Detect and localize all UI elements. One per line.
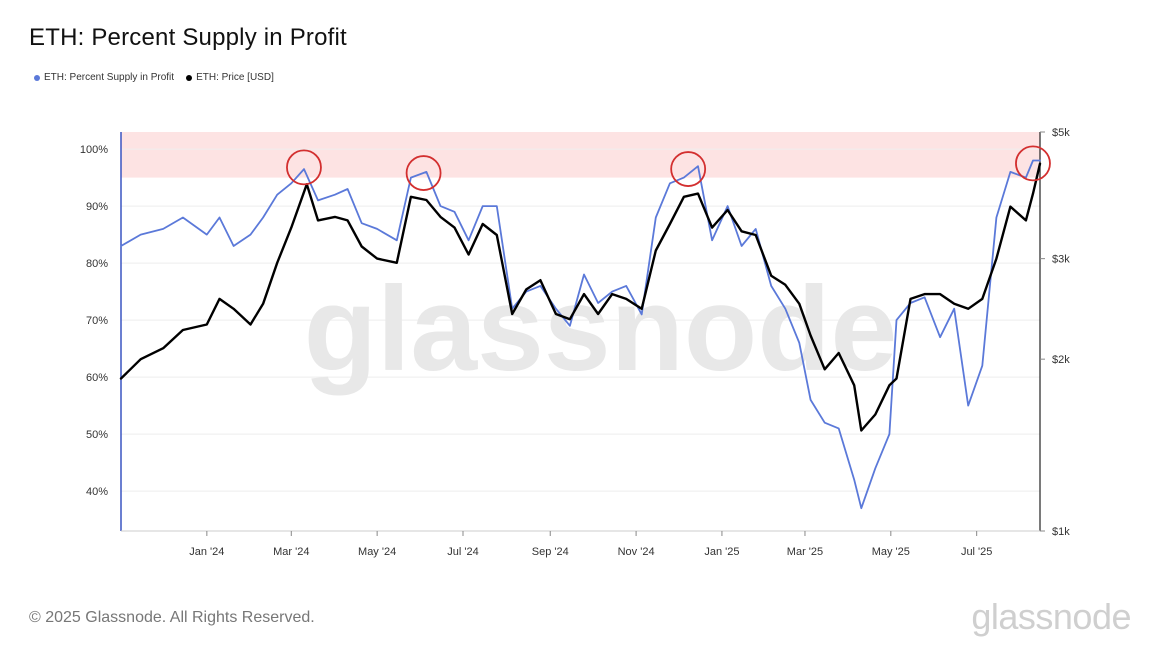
- legend-label-supply: ETH: Percent Supply in Profit: [44, 72, 175, 83]
- x-tick-label: Jan '24: [189, 546, 224, 558]
- brand-logo: glassnode: [971, 596, 1131, 637]
- series-line-price: [119, 162, 1042, 432]
- highlight-band: [121, 132, 1040, 178]
- watermark: glassnode: [304, 262, 898, 396]
- y-left-tick-label: 60%: [86, 372, 108, 384]
- y-right-tick-label: $1k: [1052, 526, 1070, 538]
- y-right-tick-label: $3k: [1052, 254, 1070, 266]
- x-tick-label: Sep '24: [532, 546, 569, 558]
- y-right-tick-label: $5k: [1052, 127, 1070, 139]
- x-tick-label: Jul '24: [447, 546, 478, 558]
- highlight-circle: [286, 149, 322, 186]
- highlight-circle: [405, 155, 442, 191]
- y-left-tick-label: 40%: [86, 486, 108, 498]
- x-tick-label: May '25: [872, 546, 910, 558]
- legend-dot-price: [186, 74, 193, 81]
- copyright-text: © 2025 Glassnode. All Rights Reserved.: [29, 609, 315, 626]
- y-left-tick-label: 50%: [86, 429, 108, 441]
- legend-dot-supply: [34, 74, 40, 81]
- y-left-tick-label: 80%: [86, 258, 108, 270]
- x-tick-label: May '24: [358, 546, 396, 558]
- y-left-tick-label: 100%: [80, 144, 108, 156]
- chart-legend: ETH: Percent Supply in Profit ETH: Price…: [34, 72, 274, 83]
- highlight-circle: [670, 151, 707, 187]
- legend-item-price[interactable]: ETH: Price [USD]: [186, 72, 274, 83]
- highlight-circle: [1015, 145, 1051, 182]
- x-tick-label: Nov '24: [618, 546, 655, 558]
- chart-title: ETH: Percent Supply in Profit: [29, 24, 347, 51]
- x-tick-label: Mar '24: [273, 546, 309, 558]
- y-right-tick-label: $2k: [1052, 354, 1070, 366]
- x-tick-label: Mar '25: [787, 546, 823, 558]
- legend-item-supply[interactable]: ETH: Percent Supply in Profit: [34, 72, 174, 83]
- y-left-tick-label: 90%: [86, 201, 108, 213]
- y-left-tick-label: 70%: [86, 315, 108, 327]
- legend-label-price: ETH: Price [USD]: [196, 72, 274, 83]
- x-tick-label: Jan '25: [704, 546, 739, 558]
- series-line-supply: [120, 159, 1041, 510]
- x-tick-label: Jul '25: [961, 546, 992, 558]
